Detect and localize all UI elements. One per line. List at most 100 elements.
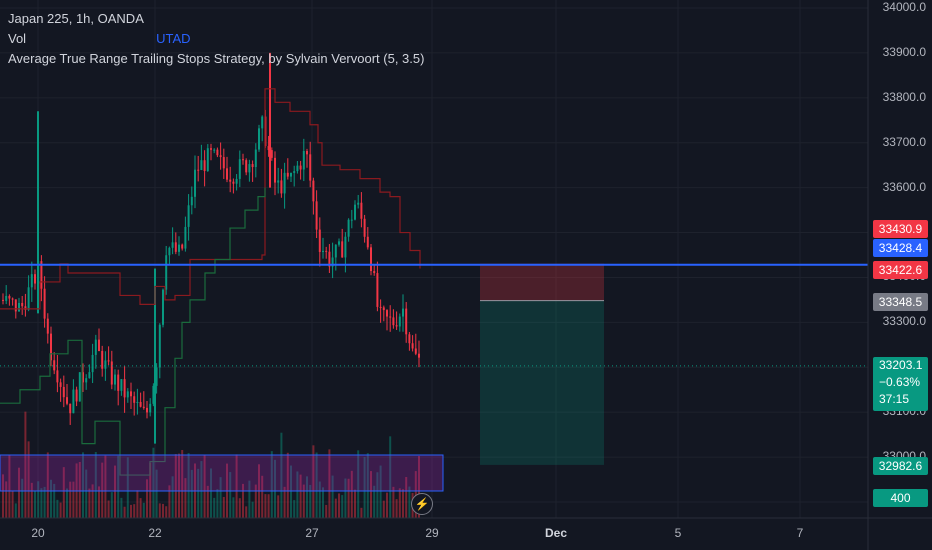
candle-body (158, 324, 161, 368)
utad-label: UTAD (156, 31, 191, 46)
candle-body (414, 348, 417, 354)
candle-body (398, 316, 401, 327)
volume-bar (334, 498, 337, 518)
candle-body (2, 299, 4, 301)
candle-body (216, 149, 219, 156)
volume-bar (149, 462, 152, 518)
candle-body (24, 306, 27, 310)
volume-bar (98, 486, 100, 518)
volume-bar (286, 452, 289, 518)
candle-body (46, 318, 49, 334)
volume-bar (123, 506, 126, 518)
candle-body (69, 403, 72, 414)
volume-bar (389, 436, 392, 518)
candle-body (382, 307, 385, 311)
volume-bar (162, 503, 164, 518)
volume-bar (117, 455, 120, 518)
candle-body (66, 397, 68, 404)
volume-bar (376, 472, 379, 518)
volume-bar (373, 485, 376, 518)
volume-bar (264, 494, 267, 518)
volume-bar (107, 500, 110, 518)
candle-body (258, 128, 260, 150)
volume-bar (14, 503, 17, 518)
candle-body (43, 288, 46, 319)
volume-bar (146, 479, 148, 518)
strategy-label[interactable]: Average True Range Trailing Stops Strate… (8, 51, 425, 66)
volume-bar (155, 469, 158, 518)
volume-bar (27, 441, 30, 518)
candle-body (98, 339, 100, 351)
candle-body (72, 389, 75, 414)
candle-body (155, 367, 158, 386)
candle-body (254, 149, 257, 168)
candle-body (354, 204, 356, 220)
volume-bar (315, 452, 318, 518)
volume-bar (171, 476, 174, 518)
candle-body (30, 274, 33, 288)
candle-body (376, 273, 379, 307)
volume-bar (408, 486, 411, 518)
candle-body (194, 169, 196, 197)
bar-countdown: 37:15 (879, 392, 910, 406)
candle-body (392, 317, 395, 326)
volume-bar (267, 494, 270, 518)
candle-body (219, 155, 222, 158)
candle-body (389, 316, 392, 318)
volume-bar (178, 453, 180, 518)
volume-bar (136, 490, 139, 518)
last-price-change: −0.63% (879, 375, 921, 389)
volume-bar (210, 468, 212, 518)
volume-bar (30, 482, 33, 518)
candle-body (213, 149, 216, 151)
volume-bar (254, 484, 257, 518)
volume-bar (114, 465, 116, 518)
volume-bar (350, 470, 353, 518)
candle-body (110, 361, 113, 385)
candle-body (162, 289, 164, 325)
candle-body (357, 202, 360, 205)
candle-body (290, 172, 292, 177)
candle-body (309, 154, 312, 181)
lightning-settings-icon[interactable]: ⚡ (411, 493, 433, 515)
candle-body (315, 201, 318, 230)
volume-bar (251, 501, 254, 518)
candle-body (56, 370, 59, 383)
candle-body (190, 196, 193, 206)
candle-body (370, 247, 372, 272)
candle-body (242, 159, 244, 161)
volume-bar (206, 485, 209, 518)
time-axis-label: 27 (305, 526, 319, 540)
candle-body (18, 302, 20, 312)
candle-body (293, 171, 296, 173)
price-tag-400: 400 (873, 489, 928, 507)
candle-body (107, 360, 110, 362)
vol-label[interactable]: Vol (8, 31, 27, 46)
volume-bar (142, 502, 145, 518)
candle-body (408, 334, 411, 344)
symbol-title[interactable]: Japan 225, 1h, OANDA (8, 11, 144, 26)
candle-body (350, 219, 353, 221)
candle-body (226, 168, 228, 180)
candle-body (184, 226, 187, 249)
candle-body (402, 308, 404, 317)
candle-body (152, 385, 155, 404)
volume-bar (2, 474, 4, 518)
price-axis-label: 34000.0 (882, 0, 926, 14)
candle-body (280, 180, 283, 194)
volume-bar (139, 498, 142, 518)
candle-body (334, 244, 337, 258)
volume-bar (395, 499, 398, 518)
volume-bar (152, 447, 155, 518)
volume-bar (62, 467, 65, 518)
volume-bar (299, 474, 302, 518)
candle-body (130, 391, 132, 397)
volume-bar (261, 475, 264, 518)
candle-body (245, 160, 248, 173)
time-axis-label: 29 (425, 526, 439, 540)
volume-bar (338, 493, 340, 518)
volume-bar (78, 462, 81, 518)
volume-bar (293, 500, 296, 518)
candle-body (206, 148, 209, 172)
